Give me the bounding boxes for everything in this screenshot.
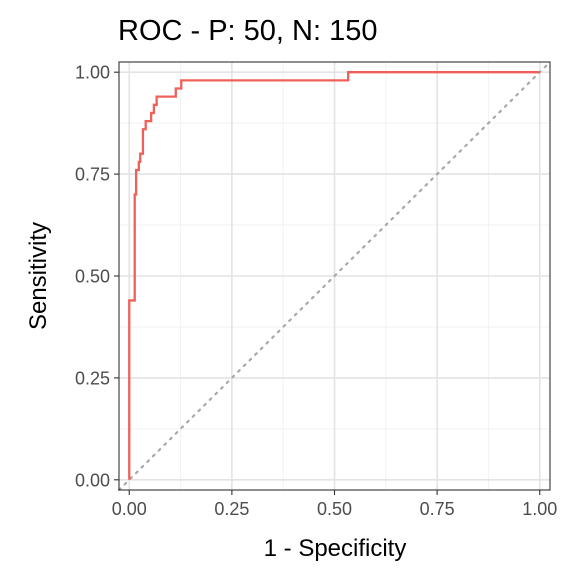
chart-title: ROC - P: 50, N: 150 [118, 15, 378, 47]
x-axis-title: 1 - Specificity [264, 535, 407, 562]
y-axis-title: Sensitivity [25, 222, 52, 330]
reference-diagonal-line [117, 60, 552, 492]
x-tick-label: 0.75 [420, 499, 455, 519]
x-tick-label: 0.25 [214, 499, 249, 519]
y-tick-label: 0.75 [75, 165, 110, 185]
reference-line-layer [117, 60, 552, 492]
roc-curve-line [128, 71, 540, 480]
y-tick-label: 0.25 [75, 368, 110, 388]
y-tick-label: 1.00 [75, 63, 110, 83]
x-axis-ticks: 0.00 0.25 0.50 0.75 1.00 [112, 490, 557, 519]
y-axis-ticks: 0.00 0.25 0.50 0.75 1.00 [75, 63, 119, 490]
grid [119, 62, 550, 490]
series-layer [128, 71, 540, 480]
y-tick-label: 0.50 [75, 267, 110, 287]
x-tick-label: 0.50 [317, 499, 352, 519]
x-tick-label: 1.00 [522, 499, 557, 519]
y-tick-label: 0.00 [75, 470, 110, 490]
x-tick-label: 0.00 [112, 499, 147, 519]
